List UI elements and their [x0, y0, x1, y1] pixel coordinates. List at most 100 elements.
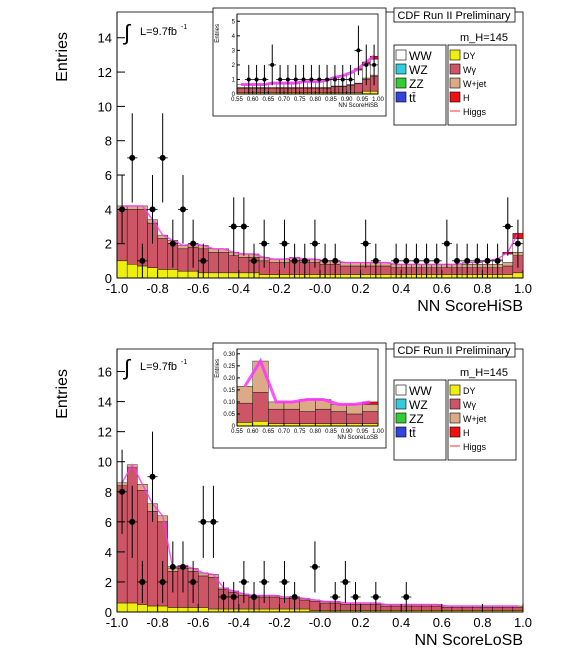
x-tick-label: 0.75 [294, 97, 306, 103]
x-tick-label: 0.65 [262, 429, 274, 435]
x-tick-label: 0.4 [392, 615, 410, 630]
x-tick-label: 1.00 [372, 97, 384, 103]
data-point [262, 77, 267, 82]
data-point [230, 593, 237, 600]
data-point [454, 257, 461, 264]
hist-bar-wg [421, 605, 432, 611]
data-point [423, 257, 430, 264]
hist-bar-wg [315, 408, 332, 424]
hist-bar-wg [269, 596, 280, 610]
x-axis-label: NN ScoreLoSB [415, 632, 524, 649]
data-point [169, 240, 176, 247]
y-tick-label: 10 [98, 99, 112, 114]
y-tick-label: 16 [98, 365, 112, 380]
data-point [342, 578, 349, 585]
y-tick-label: 12 [98, 425, 112, 440]
legend-label: H [463, 93, 470, 103]
legend-label: DY [463, 51, 476, 61]
legend-label: Wγ [463, 65, 476, 75]
x-tick-label: 0.70 [278, 97, 290, 103]
hist-bar-dy [187, 607, 199, 613]
y-tick-label: 0 [105, 271, 112, 286]
hist-bar-wg [269, 262, 280, 275]
y-tick-label: 0.10 [223, 400, 235, 406]
y-axis-label: Entries [54, 32, 71, 82]
x-tick-label: 0.65 [262, 97, 274, 103]
data-point [261, 578, 268, 585]
hist-bar-wg [441, 267, 453, 275]
data-point [494, 257, 501, 264]
hist-bar-dy [147, 605, 158, 613]
hist-bar-wg [126, 209, 138, 265]
x-tick-label: 0.55 [231, 97, 243, 103]
y-axis-label: Entries [215, 24, 221, 43]
hist-bar-dy [228, 272, 239, 279]
legend-swatch-zz [395, 77, 407, 89]
title-box [393, 7, 516, 23]
y-tick-label: 3 [232, 48, 236, 54]
x-tick-label: -0.2 [268, 615, 290, 630]
legend-label: tt̄ [409, 91, 416, 105]
hist-bar-wg [431, 605, 442, 611]
x-tick-label: 1.00 [372, 429, 384, 435]
mass-label: m_H=145 [460, 367, 508, 379]
hist-bar-wg [147, 511, 158, 607]
legend-swatch-wg [449, 63, 461, 75]
data-point [403, 257, 410, 264]
lumi-text: L=9.7fb [140, 26, 177, 38]
hist-bar-wg [380, 605, 392, 611]
hist-bar-wg [208, 577, 219, 610]
data-point [484, 257, 491, 264]
hist-bar-wg [390, 605, 402, 611]
data-point [309, 77, 314, 82]
data-point [301, 77, 306, 82]
y-tick-label: 8 [105, 134, 112, 149]
legend-label: DY [463, 386, 476, 396]
legend-label: W+jet [463, 79, 487, 89]
data-point [293, 77, 298, 82]
legend-label: W+jet [463, 414, 487, 424]
inset-plot: 0.55 0.60 0.65 0.70 0.75 0.80 0.85 0.90 0.95 1.00… [215, 348, 384, 441]
mass-label: m_H=145 [460, 32, 508, 44]
x-tick-label: 0.90 [341, 429, 353, 435]
data-point [200, 257, 207, 264]
data-point [504, 223, 511, 230]
legend-swatch-wjet [449, 77, 461, 89]
y-tick-label: 0.30 [223, 352, 235, 358]
data-point [251, 257, 258, 264]
x-tick-label: 0.60 [247, 429, 259, 435]
data-point [278, 77, 283, 82]
hist-bar-wg [218, 252, 229, 274]
legend-label: WZ [409, 398, 428, 412]
hist-bar-dy [167, 269, 179, 279]
legend-swatch-wz [395, 63, 407, 75]
hist-bar-wg [482, 607, 493, 611]
y-axis-label: Entries [215, 359, 221, 378]
lumi-sup: -1 [181, 24, 187, 31]
hist-bar-dy [137, 604, 148, 613]
hist-bar-wg [228, 255, 239, 274]
data-point [200, 518, 207, 525]
data-point [332, 593, 339, 600]
lumi-label: ∫ L=9.7fb -1 [122, 20, 187, 45]
hist-bar-dy [187, 270, 199, 279]
hist-bar-dy [360, 274, 371, 279]
hist-bar-wg [252, 392, 269, 422]
hist-bar-wg [268, 408, 285, 424]
data-point [285, 77, 290, 82]
hist-bar-dy [512, 272, 524, 279]
x-tick-label: 0.85 [325, 97, 337, 103]
y-tick-label: 2 [232, 63, 236, 69]
hist-bar-wg [354, 83, 363, 93]
data-point [240, 223, 247, 230]
data-point [325, 77, 330, 82]
main-plot: -1.0 -0.8 -0.6 -0.4 -0.2 -0.0 0.2 0.4 0.6 0.8 1.00… [54, 12, 532, 315]
x-tick-label: 0.60 [247, 97, 259, 103]
x-tick-label: 0.95 [356, 429, 368, 435]
x-tick-label: -0.8 [146, 281, 168, 296]
hist-bar-wg [340, 604, 351, 611]
data-point [139, 257, 146, 264]
y-tick-label: 14 [98, 395, 112, 410]
y-tick-label: 0 [105, 605, 112, 620]
legend-label: Wγ [463, 400, 476, 410]
